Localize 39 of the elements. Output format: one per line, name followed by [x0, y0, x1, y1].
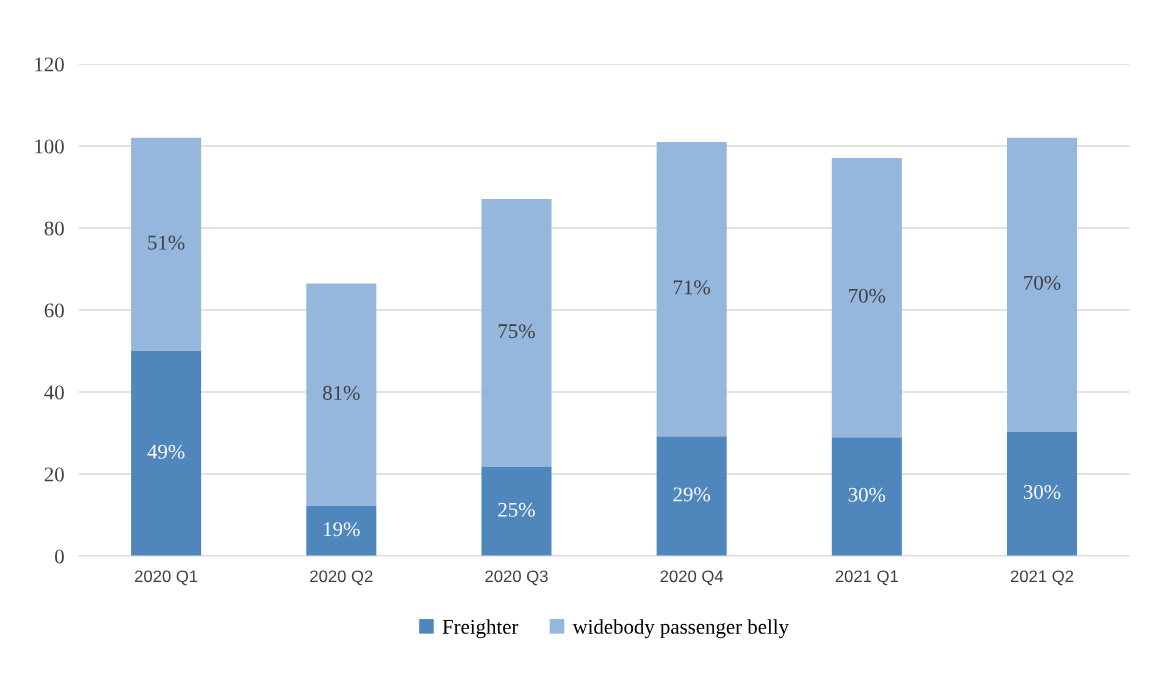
x-tick-label: 2020 Q1 — [135, 570, 198, 586]
x-tick-label: 2020 Q3 — [485, 570, 548, 586]
annotation: 19% — [324, 522, 360, 537]
bar — [1006, 431, 1078, 557]
bar — [131, 137, 202, 352]
annotation: 70% — [849, 288, 886, 303]
legend-label: widebody passenger belly — [572, 619, 789, 639]
y-tick-label: 40 — [44, 385, 64, 400]
annotation: 71% — [673, 280, 711, 295]
bar — [656, 436, 727, 557]
bar — [306, 506, 377, 557]
y-tick-label: 120 — [35, 57, 64, 72]
bar — [831, 157, 902, 438]
bar — [131, 351, 202, 557]
bar — [1006, 137, 1078, 432]
bar — [656, 141, 727, 437]
legend-label: Freighter — [442, 619, 519, 639]
annotation: 51% — [148, 235, 185, 250]
annotation: 25% — [498, 502, 535, 517]
annotation: 49% — [147, 444, 185, 459]
annotation: 75% — [498, 324, 535, 339]
bar — [306, 283, 377, 507]
bar — [831, 437, 902, 557]
x-tick-label: 2020 Q4 — [660, 570, 724, 586]
bar — [481, 198, 552, 468]
x-tick-label: 2021 Q1 — [835, 570, 898, 586]
annotation: 81% — [323, 385, 360, 400]
y-tick-label: 20 — [44, 467, 64, 482]
y-tick-label: 0 — [55, 549, 64, 564]
y-tick-label: 60 — [44, 303, 64, 318]
bar — [481, 467, 552, 557]
x-tick-label: 2020 Q2 — [310, 570, 373, 586]
y-tick-label: 100 — [35, 139, 64, 154]
annotation: 30% — [1023, 484, 1061, 500]
annotation: 30% — [848, 487, 886, 502]
y-tick-label: 80 — [44, 221, 64, 236]
annotation: 70% — [1024, 275, 1061, 290]
annotation: 29% — [673, 487, 711, 502]
x-tick-label: 2021 Q2 — [1010, 570, 1074, 586]
